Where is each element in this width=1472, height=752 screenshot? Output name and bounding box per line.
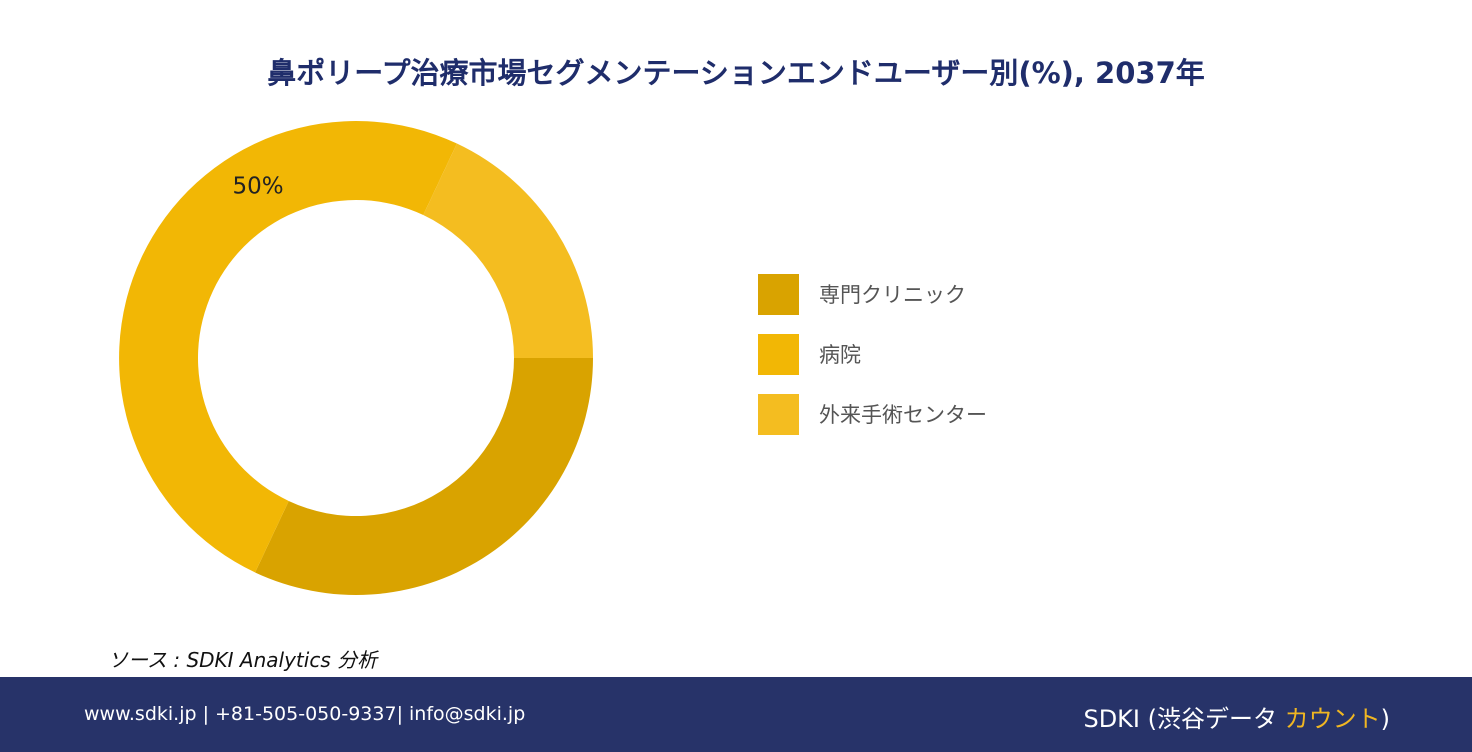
footer-bar: www.sdki.jp | +81-505-050-9337| info@sdk… [0,677,1472,752]
footer-brand-accent: カウント [1284,705,1381,733]
legend-label: 病院 [819,343,861,367]
footer-brand: SDKI (渋谷データ カウント) [1083,699,1390,734]
chart-title: 鼻ポリープ治療市場セグメンテーションエンドユーザー別(%), 2037年 [267,56,1205,90]
legend-item: 外来手術センター [758,393,987,435]
data-label: 50% [233,174,284,200]
footer-brand-suffix: ) [1380,705,1390,733]
legend-swatch [758,273,799,315]
legend-item: 病院 [758,333,987,375]
donut-chart: 50% [119,121,593,595]
legend-item: 専門クリニック [758,273,987,315]
footer-brand-prefix: SDKI (渋谷データ [1083,705,1285,733]
chart-legend: 専門クリニック 病院 外来手術センター [758,273,987,454]
source-note: ソース : SDKI Analytics 分析 [108,648,378,672]
legend-swatch [758,333,799,375]
legend-label: 専門クリニック [819,283,966,307]
donut-slice [423,143,593,358]
donut-slice [119,121,457,573]
donut-slice [255,358,593,595]
legend-swatch [758,393,799,435]
footer-contact: www.sdki.jp | +81-505-050-9337| info@sdk… [84,703,526,725]
legend-label: 外来手術センター [819,403,987,427]
